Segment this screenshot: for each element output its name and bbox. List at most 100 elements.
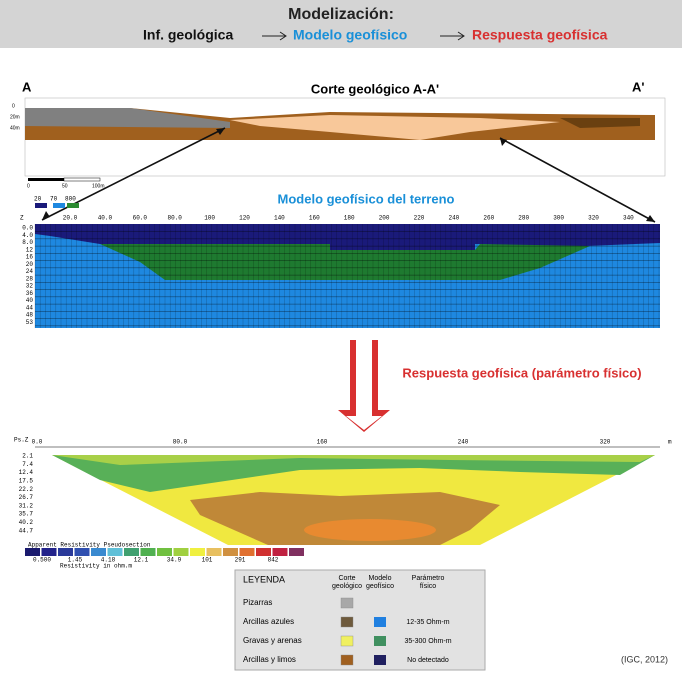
x-tick-label: 160 bbox=[309, 215, 320, 222]
y-tick-label: 44 bbox=[26, 304, 34, 311]
color-swatch bbox=[41, 548, 57, 556]
y-tick-label: 35.7 bbox=[19, 511, 34, 518]
legend-column: Modelo geofísico bbox=[366, 575, 394, 590]
legend-row-label: Gravas y arenas bbox=[243, 636, 302, 645]
legend-param: 35-300 Ohm-m bbox=[404, 638, 451, 645]
y-tick-label: 40.2 bbox=[19, 519, 34, 526]
y-tick-label: 12 bbox=[26, 246, 34, 253]
legend-row-label: Arcillas azules bbox=[243, 617, 294, 626]
color-swatch bbox=[91, 548, 106, 556]
legend-column: Corte geológico bbox=[332, 575, 362, 590]
color-swatch bbox=[173, 548, 189, 556]
x-tick-label: 240 bbox=[458, 439, 469, 446]
y-tick-label: 7.4 bbox=[22, 461, 33, 468]
model-swatch bbox=[374, 636, 386, 646]
y-tick-label: 40 bbox=[26, 297, 34, 304]
model-navy bbox=[330, 244, 475, 250]
color-swatch bbox=[124, 548, 139, 556]
color-swatch bbox=[223, 548, 238, 556]
y-tick-label: 12.4 bbox=[19, 469, 34, 476]
geo-swatch bbox=[340, 597, 354, 609]
legend-param: 12-35 Ohm-m bbox=[406, 619, 449, 626]
y-tick-label: 8.0 bbox=[22, 239, 33, 246]
color-swatch bbox=[74, 548, 90, 556]
legend-value: 842 bbox=[268, 557, 279, 564]
pseudo-lightgreen bbox=[52, 455, 655, 465]
legend-column: Parámetro físico bbox=[412, 575, 445, 590]
layer-clay bbox=[560, 118, 640, 128]
arrowhead bbox=[42, 128, 655, 222]
model-legend-label: 20 bbox=[34, 196, 42, 203]
legend-value: 12.1 bbox=[134, 557, 149, 564]
pseudo-green bbox=[52, 455, 655, 492]
color-swatch bbox=[256, 548, 271, 556]
model-swatch bbox=[374, 655, 386, 665]
model-legend-label: 800 bbox=[65, 196, 76, 203]
color-swatch bbox=[25, 548, 40, 556]
color-swatch bbox=[58, 548, 73, 556]
x-tick-label: 120 bbox=[239, 215, 250, 222]
x-tick-label: 80.0 bbox=[167, 215, 182, 222]
legend-value: 101 bbox=[202, 557, 213, 564]
y-tick-label: 16 bbox=[26, 254, 34, 261]
flow-arrow bbox=[440, 31, 465, 41]
x-tick-label: 260 bbox=[483, 215, 494, 222]
model-green bbox=[100, 244, 590, 280]
geo-swatch bbox=[340, 635, 354, 647]
scale-label: 100m bbox=[92, 183, 105, 189]
y-tick-label: 4.0 bbox=[22, 232, 33, 239]
section-title: Corte geológico A-A' bbox=[311, 81, 439, 96]
big-arrow bbox=[338, 340, 390, 432]
legend-value: 0.500 bbox=[33, 557, 51, 564]
model-swatch bbox=[53, 203, 65, 208]
y-tick-label: 36 bbox=[26, 290, 34, 297]
step: Respuesta geofísica bbox=[472, 27, 608, 43]
model-swatch bbox=[67, 203, 79, 208]
y-tick-label: 32 bbox=[26, 283, 34, 290]
step: Inf. geológica bbox=[143, 27, 233, 43]
model-legend-label: 70 bbox=[50, 196, 58, 203]
pseudo-orange bbox=[304, 519, 436, 541]
scale-label: 0 bbox=[27, 183, 30, 189]
color-swatch bbox=[272, 548, 288, 556]
section-end: A bbox=[22, 79, 32, 94]
y-tick-label: 17.5 bbox=[19, 477, 34, 484]
y-tick-label: 24 bbox=[26, 268, 34, 275]
x-tick-label: 160 bbox=[317, 439, 328, 446]
z-label: Z bbox=[20, 215, 24, 222]
z-label: Ps.Z bbox=[14, 437, 29, 444]
y-tick-label: 26.7 bbox=[19, 494, 34, 501]
model-swatch bbox=[35, 203, 47, 208]
x-tick-label: 320 bbox=[588, 215, 599, 222]
legend-title: LEYENDA bbox=[243, 574, 285, 584]
header-band bbox=[0, 0, 682, 48]
legend-value: 291 bbox=[235, 557, 246, 564]
depth-label: 0 bbox=[12, 103, 15, 109]
color-swatch bbox=[190, 548, 205, 556]
flow-arrow bbox=[262, 31, 287, 41]
legend-value: 34.9 bbox=[167, 557, 182, 564]
legend-row-label: Pizarras bbox=[243, 598, 272, 607]
model-swatch bbox=[374, 617, 386, 627]
depth-label: 40m bbox=[10, 125, 20, 131]
legend-value: 1.45 bbox=[68, 557, 83, 564]
color-swatch bbox=[239, 548, 255, 556]
section-end: A' bbox=[632, 79, 644, 94]
color-swatch bbox=[107, 548, 123, 556]
legend-box bbox=[234, 569, 486, 671]
legend-unit: Resistivity in ohm.m bbox=[60, 563, 132, 570]
y-tick-label: 22.2 bbox=[19, 486, 34, 493]
geo-swatch bbox=[340, 654, 354, 666]
color-swatch bbox=[206, 548, 222, 556]
layer-slate bbox=[25, 108, 230, 128]
x-tick-label: 320 bbox=[600, 439, 611, 446]
x-unit: m bbox=[668, 439, 672, 446]
y-tick-label: 0.0 bbox=[22, 225, 33, 232]
x-tick-label: 20.0 bbox=[63, 215, 78, 222]
y-tick-label: 48 bbox=[26, 312, 34, 319]
scale-bar bbox=[63, 177, 101, 182]
x-tick-label: 180 bbox=[344, 215, 355, 222]
x-tick-label: 280 bbox=[518, 215, 529, 222]
y-tick-label: 28 bbox=[26, 275, 34, 282]
